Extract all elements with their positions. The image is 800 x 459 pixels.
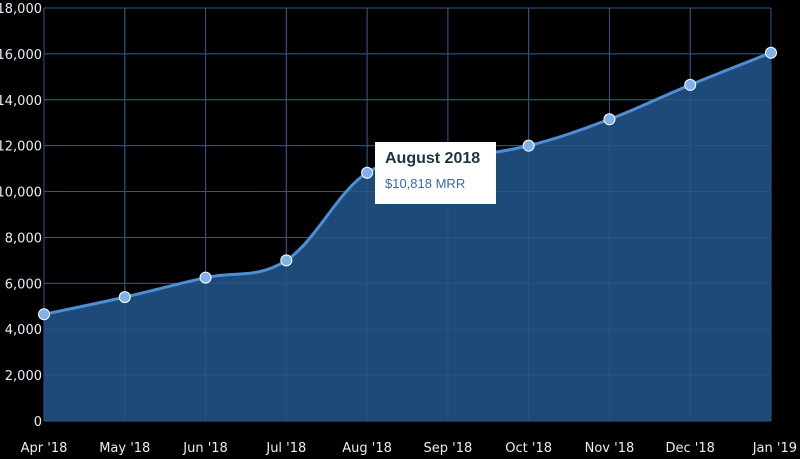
area-layer — [43, 7, 772, 422]
y-tick-label: 0 — [34, 415, 42, 430]
x-tick-label: Apr '18 — [21, 441, 68, 456]
x-tick-label: Aug '18 — [342, 441, 392, 456]
data-point — [280, 254, 293, 267]
x-tick-label: Oct '18 — [505, 441, 552, 456]
y-axis-ticks: 0 2,000 4,000 6,000 8,000 10,000 12,000 14,000 1… — [0, 2, 42, 430]
x-axis-ticks: Apr '18 May '18 Jun '18 Jul '18 Aug '18 Sep '… — [21, 441, 797, 456]
x-tick-label: May '18 — [99, 441, 150, 456]
marker-layer — [38, 46, 777, 321]
x-tick-label: Jan '19 — [752, 441, 797, 456]
y-tick-label: 10,000 — [0, 186, 42, 201]
y-tick-label: 4,000 — [5, 323, 42, 338]
y-tick-label: 8,000 — [5, 231, 42, 246]
mrr-area — [44, 52, 771, 421]
data-point — [38, 308, 50, 321]
x-tick-label: Jun '18 — [182, 441, 228, 456]
data-point — [603, 113, 616, 126]
y-tick-label: 16,000 — [0, 48, 42, 63]
y-tick-label: 12,000 — [0, 140, 42, 155]
y-tick-label: 18,000 — [0, 2, 42, 17]
x-tick-label: Dec '18 — [666, 441, 715, 456]
tooltip-title: August 2018 — [385, 150, 481, 167]
tooltip: August 2018 $10,818 MRR — [375, 142, 496, 204]
data-point — [361, 166, 374, 179]
x-tick-label: Sep '18 — [424, 441, 473, 456]
y-tick-label: 6,000 — [5, 277, 42, 292]
x-tick-label: Jul '18 — [265, 441, 306, 456]
data-point — [522, 139, 535, 152]
data-point — [684, 78, 697, 91]
tooltip-value: $10,818 MRR — [385, 176, 466, 191]
data-point — [199, 271, 212, 284]
x-tick-label: Nov '18 — [585, 441, 635, 456]
y-tick-label: 2,000 — [5, 369, 42, 384]
y-tick-label: 14,000 — [0, 94, 42, 109]
data-point — [118, 291, 131, 304]
data-point — [765, 46, 777, 59]
